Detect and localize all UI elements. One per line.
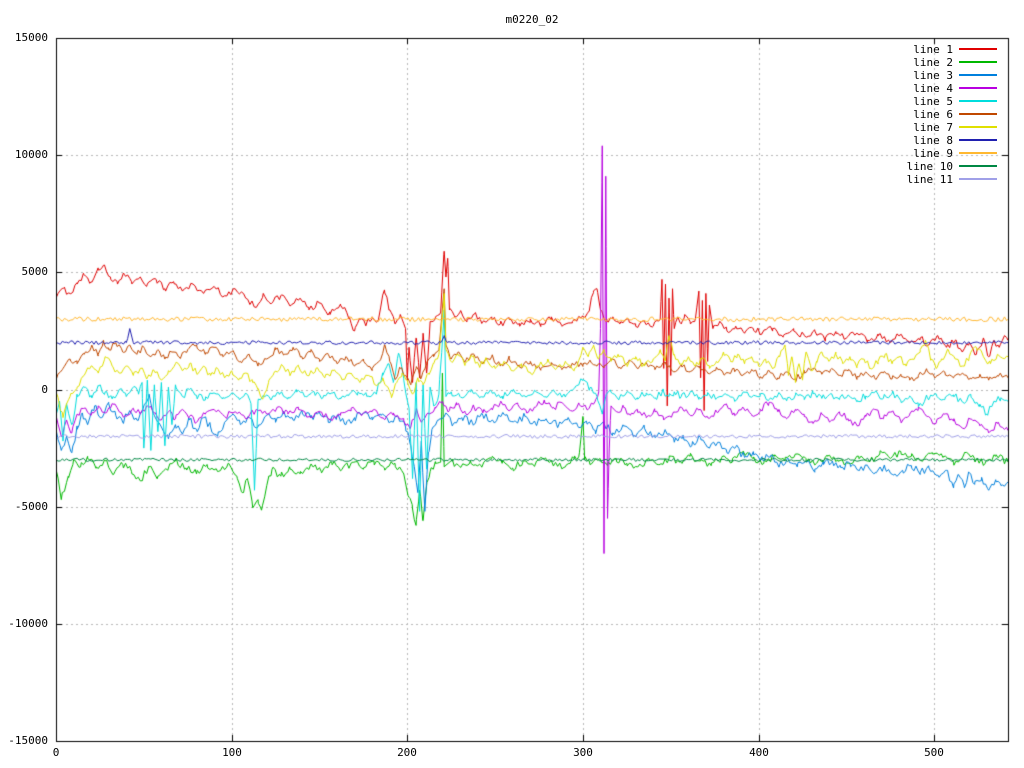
legend-label: line 4: [913, 82, 953, 95]
legend-label: line 5: [913, 95, 953, 108]
legend-line-swatch: [959, 152, 997, 154]
legend-line-swatch: [959, 165, 997, 167]
legend-label: line 8: [913, 134, 953, 147]
y-tick-label: -5000: [14, 500, 48, 513]
legend-item: line 10: [800, 160, 1008, 173]
x-tick-label: 300: [573, 746, 593, 759]
legend-item: line 8: [800, 134, 1008, 147]
legend-item: line 2: [800, 56, 1008, 69]
x-tick-label: 0: [52, 746, 60, 759]
legend-label: line 1: [913, 43, 953, 56]
legend-line-swatch: [959, 61, 997, 63]
y-tick-label: 10000: [14, 148, 48, 161]
y-tick-label: 15000: [14, 31, 48, 44]
legend-item: line 1: [800, 43, 1008, 56]
chart-title: m0220_02: [505, 13, 559, 26]
legend-label: line 2: [913, 56, 953, 69]
y-tick-label: 0: [41, 383, 48, 396]
legend-label: line 9: [913, 147, 953, 160]
legend-label: line 6: [913, 108, 953, 121]
legend-label: line 7: [913, 121, 953, 134]
legend-item: line 9: [800, 147, 1008, 160]
legend-label: line 11: [906, 173, 953, 186]
legend-line-swatch: [959, 139, 997, 141]
x-tick-label: 500: [924, 746, 944, 759]
legend-item: line 3: [800, 69, 1008, 82]
legend-item: line 4: [800, 82, 1008, 95]
legend-label: line 3: [913, 69, 953, 82]
legend-line-swatch: [959, 178, 997, 180]
legend-label: line 10: [906, 160, 953, 173]
y-tick-label: -10000: [8, 617, 48, 630]
legend-item: line 5: [800, 95, 1008, 108]
legend-item: line 7: [800, 121, 1008, 134]
legend-line-swatch: [959, 126, 997, 128]
legend-line-swatch: [959, 48, 997, 50]
legend-item: line 11: [800, 173, 1008, 186]
legend-item: line 6: [800, 108, 1008, 121]
y-tick-label: 5000: [21, 265, 49, 278]
legend-line-swatch: [959, 87, 997, 89]
x-tick-label: 400: [749, 746, 769, 759]
x-tick-label: 200: [397, 746, 417, 759]
legend-line-swatch: [959, 74, 997, 76]
legend-line-swatch: [959, 100, 997, 102]
y-tick-label: -15000: [8, 734, 48, 747]
legend-line-swatch: [959, 113, 997, 115]
x-tick-label: 100: [222, 746, 242, 759]
